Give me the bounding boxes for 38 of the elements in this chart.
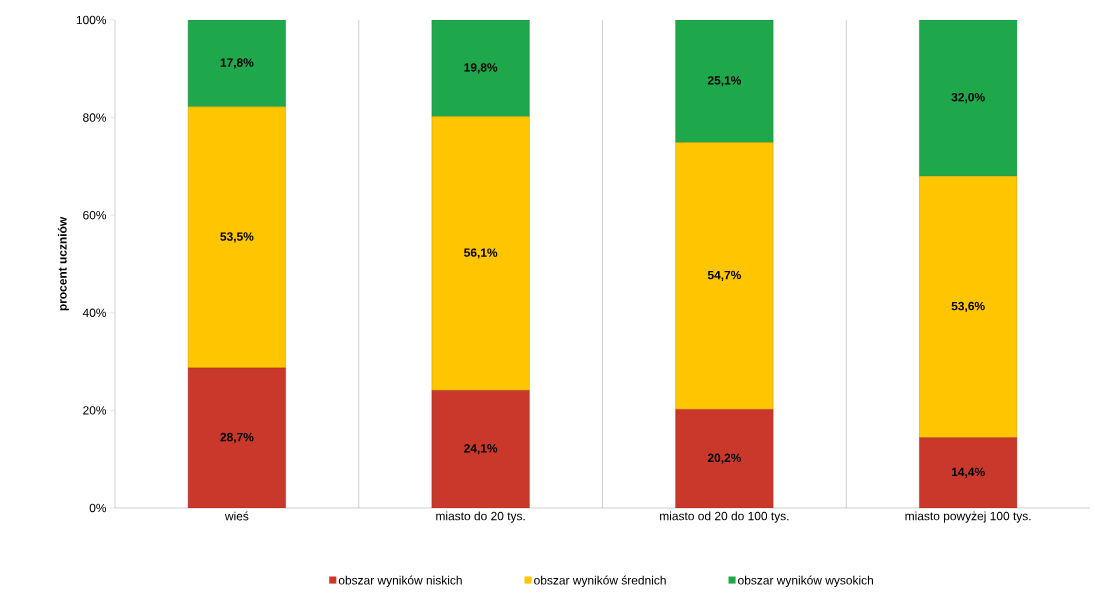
data-label: 14,4% <box>951 467 985 478</box>
legend-label: obszar wyników wysokich <box>738 575 873 587</box>
legend-label: obszar wyników niskich <box>338 575 462 587</box>
data-label: 53,6% <box>951 301 985 313</box>
data-label: 53,5% <box>220 232 254 243</box>
bar <box>675 19 774 143</box>
y-tick-label: 0% <box>89 503 107 513</box>
bar <box>919 19 1018 177</box>
x-tick-label: wieś <box>224 511 249 521</box>
bar <box>431 19 530 117</box>
bar <box>675 409 774 508</box>
data-label: 20,2% <box>707 453 742 464</box>
data-label: 32,0% <box>951 92 985 104</box>
legend-label: obszar wyników średnich <box>534 575 666 587</box>
y-tick-label: 40% <box>82 308 107 318</box>
y-axis-title: procent uczniów <box>57 216 70 311</box>
data-label: 28,7% <box>220 432 254 444</box>
data-label: 56,1% <box>464 248 498 259</box>
data-label: 25,1% <box>707 76 742 87</box>
x-tick-label: miasto od 20 do 100 tys. <box>660 511 789 523</box>
bar <box>431 116 530 391</box>
bar <box>187 367 286 508</box>
y-tick-label: 80% <box>83 113 107 122</box>
bar <box>675 142 774 410</box>
bar <box>431 390 530 508</box>
y-tick-label: 100% <box>76 15 107 25</box>
data-label: 24,1% <box>464 444 498 455</box>
bar <box>187 19 286 108</box>
y-tick-label: 20% <box>83 406 107 415</box>
bar <box>919 175 1018 438</box>
data-label: 17,8% <box>220 58 254 69</box>
bar <box>187 106 286 369</box>
x-tick-label: miasto powyżej 100 tys. <box>905 511 1031 523</box>
y-tick-label: 60% <box>83 210 107 220</box>
x-tick-label: miasto do 20 tys. <box>436 511 525 523</box>
bar <box>919 437 1018 508</box>
data-label: 54,7% <box>707 270 742 282</box>
data-label: 19,8% <box>464 63 498 74</box>
